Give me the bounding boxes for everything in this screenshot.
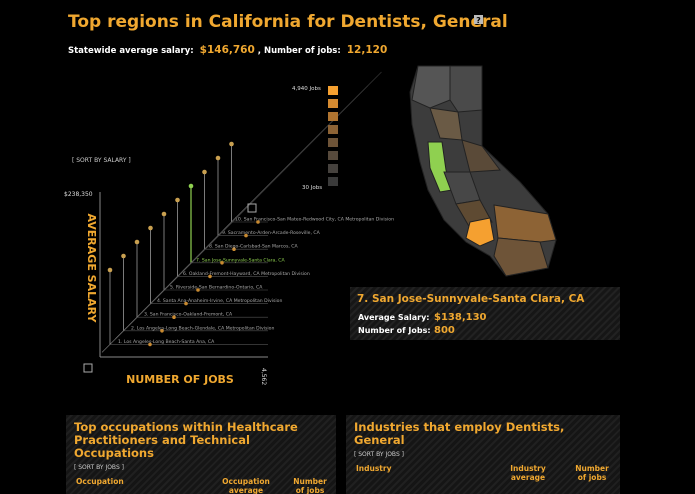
summary: Statewide average salary: $146,760 , Num…: [68, 44, 387, 56]
jobs-dot: [184, 301, 188, 306]
detail-title: 7. San Jose-Sunnyvale-Santa Clara, CA: [357, 293, 585, 305]
detail-panel: [350, 287, 620, 340]
legend-swatch: [328, 112, 338, 121]
x-axis-title: NUMBER OF JOBS: [126, 373, 234, 386]
reset-icon[interactable]: [247, 203, 257, 213]
occupations-columns: Occupation Occupation average Number of …: [66, 477, 336, 494]
region-label[interactable]: 4. Santa Ana-Anaheim-Irvine, CA Metropol…: [157, 298, 282, 304]
industries-panel: Industries that employ Dentists, General…: [346, 415, 620, 494]
region-chart: 10. San Francisco-San Mateo-Redwood City…: [101, 71, 394, 353]
y-max-label: $238,350: [64, 191, 93, 198]
legend-swatch: [328, 177, 338, 186]
region-label[interactable]: 1. Los Angeles-Long Beach-Santa Ana, CA: [118, 339, 215, 345]
county: [493, 237, 549, 277]
detail-salary: $138,130: [434, 312, 487, 323]
zoom-icon[interactable]: [83, 363, 93, 373]
salary-dot: [215, 155, 221, 161]
summary-salary-label: Statewide average salary:: [68, 46, 194, 56]
salary-dot: [134, 239, 140, 245]
jobs-dot: [160, 329, 164, 333]
summary-salary: $146,760: [200, 44, 255, 56]
help-icon[interactable]: [474, 15, 483, 24]
region-label[interactable]: 5. Riverside-San Bernardino-Ontario, CA: [170, 285, 263, 291]
y-axis-title: AVERAGE SALARY: [85, 214, 98, 324]
column-header[interactable]: Industry average: [510, 464, 546, 482]
x-max-label: 4,562: [260, 368, 267, 385]
legend-scale: [328, 86, 338, 186]
salary-dot: [202, 169, 207, 175]
industries-title: Industries that employ Dentists, General: [354, 420, 565, 447]
summary-jobs: 12,120: [347, 44, 388, 56]
salary-dot: [161, 211, 167, 217]
california-map: [409, 65, 557, 277]
legend-swatch: [328, 151, 338, 160]
region-label[interactable]: 8. San Diego-Carlsbad-San Marcos, CA: [209, 244, 298, 250]
salary-dot: [107, 267, 113, 273]
column-header[interactable]: Occupation average: [222, 477, 270, 494]
legend-swatch: [328, 138, 338, 147]
salary-dot: [175, 197, 180, 203]
jobs-dot: [244, 233, 248, 238]
legend-swatch: [328, 99, 338, 108]
jobs-dot: [256, 220, 260, 224]
occupations-sort[interactable]: [ SORT BY JOBS ]: [74, 464, 125, 471]
region-label[interactable]: 10. San Francisco-San Mateo-Redwood City…: [235, 217, 394, 223]
industries-sort[interactable]: [ SORT BY JOBS ]: [354, 451, 405, 458]
jobs-dot: [172, 315, 176, 320]
salary-dot: [229, 141, 234, 147]
salary-dot: [188, 183, 194, 189]
page-title: Top regions in California for Dentists, …: [68, 12, 508, 32]
county: [411, 65, 451, 109]
county: [461, 139, 501, 173]
industries-columns: Industry Industry average Number of jobs: [346, 464, 620, 494]
legend-min: 30 Jobs: [302, 185, 322, 191]
county: [493, 204, 557, 243]
jobs-dot: [208, 274, 212, 279]
occupations-panel: Top occupations within Healthcare Practi…: [66, 415, 336, 494]
county: [465, 217, 495, 247]
column-header[interactable]: Number of jobs: [293, 477, 327, 494]
salary-dot: [121, 253, 126, 259]
region-label[interactable]: 3. San Francisco-Oakland-Fremont, CA: [144, 312, 233, 318]
salary-dot: [148, 225, 153, 231]
detail-salary-label: Average Salary:: [358, 313, 430, 322]
column-header[interactable]: Occupation: [76, 477, 124, 486]
region-label[interactable]: 9. Sacramento-Arden-Arcade-Roseville, CA: [222, 230, 321, 236]
summary-jobs-label: , Number of jobs:: [258, 46, 341, 56]
occupations-title: Top occupations within Healthcare Practi…: [74, 420, 298, 460]
legend-swatch: [328, 125, 338, 134]
region-label[interactable]: 6. Oakland-Fremont-Hayward, CA Metropoli…: [183, 271, 310, 277]
region-label[interactable]: 2. Los Angeles-Long Beach-Glendale, CA M…: [131, 325, 274, 331]
jobs-dot: [148, 342, 152, 347]
jobs-dot: [220, 261, 224, 265]
jobs-dot: [196, 288, 200, 292]
legend-swatch: [328, 86, 338, 95]
legend-swatch: [328, 164, 338, 173]
county: [449, 65, 483, 113]
detail-jobs-label: Number of Jobs:: [358, 326, 431, 335]
help-glyph: ?: [476, 16, 481, 25]
jobs-dot: [232, 247, 236, 251]
column-header[interactable]: Number of jobs: [575, 464, 609, 482]
detail-jobs: 800: [434, 325, 455, 336]
diagonal-guide: [101, 194, 261, 353]
legend-max: 4,940 Jobs: [292, 86, 321, 92]
region-label[interactable]: 7. San Jose-Sunnyvale-Santa Clara, CA: [196, 257, 286, 263]
sort-button[interactable]: [ SORT BY SALARY ]: [72, 157, 131, 164]
column-header[interactable]: Industry: [356, 464, 392, 473]
